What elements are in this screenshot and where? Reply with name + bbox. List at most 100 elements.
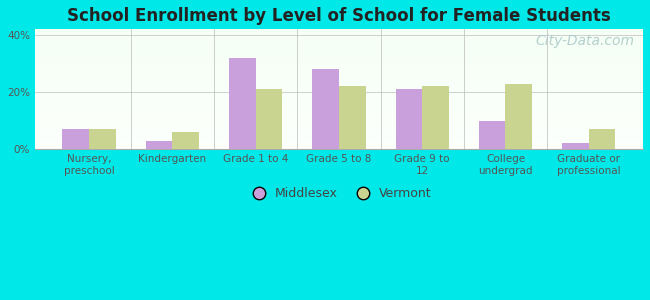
Bar <box>35 78 643 79</box>
Bar <box>35 72 643 73</box>
Bar <box>35 130 643 131</box>
Bar <box>35 34 643 35</box>
Bar <box>35 43 643 44</box>
Bar <box>35 56 643 57</box>
Bar <box>89 129 116 149</box>
Bar <box>35 118 643 119</box>
Bar <box>35 52 643 53</box>
Bar <box>229 58 255 149</box>
Bar <box>35 59 643 60</box>
Bar <box>35 107 643 108</box>
Bar <box>35 65 643 66</box>
Bar <box>146 141 172 149</box>
Bar <box>396 89 422 149</box>
Bar <box>35 30 643 31</box>
Bar <box>35 68 643 69</box>
Bar <box>35 105 643 106</box>
Bar <box>35 121 643 122</box>
Bar <box>35 63 643 64</box>
Bar <box>562 143 589 149</box>
Bar <box>35 113 643 114</box>
Bar <box>35 92 643 93</box>
Bar <box>339 86 365 149</box>
Bar <box>35 84 643 85</box>
Bar <box>35 67 643 68</box>
Bar <box>35 81 643 82</box>
Bar <box>35 142 643 143</box>
Bar <box>35 62 643 63</box>
Bar <box>35 74 643 75</box>
Bar <box>35 55 643 56</box>
Bar <box>35 61 643 62</box>
Bar <box>35 101 643 102</box>
Bar <box>35 94 643 95</box>
Bar <box>35 138 643 139</box>
Bar <box>35 97 643 98</box>
Bar <box>35 54 643 55</box>
Bar <box>35 57 643 58</box>
Bar <box>35 90 643 91</box>
Bar <box>255 89 282 149</box>
Bar <box>35 45 643 46</box>
Bar <box>35 79 643 80</box>
Bar <box>35 123 643 124</box>
Bar <box>35 47 643 48</box>
Bar <box>35 116 643 117</box>
Bar <box>35 40 643 41</box>
Bar <box>172 132 199 149</box>
Bar <box>35 82 643 83</box>
Bar <box>35 29 643 30</box>
Bar <box>35 85 643 86</box>
Bar <box>35 136 643 137</box>
Bar <box>35 141 643 142</box>
Bar <box>35 145 643 146</box>
Bar <box>35 96 643 97</box>
Bar <box>35 119 643 120</box>
Bar <box>35 120 643 121</box>
Bar <box>35 70 643 71</box>
Bar <box>35 131 643 132</box>
Bar <box>35 37 643 38</box>
Bar <box>589 129 616 149</box>
Bar <box>35 137 643 138</box>
Bar <box>35 64 643 65</box>
Bar <box>35 104 643 105</box>
Bar <box>35 115 643 116</box>
Bar <box>35 35 643 36</box>
Bar <box>35 103 643 104</box>
Bar <box>35 76 643 77</box>
Bar <box>35 117 643 118</box>
Bar <box>35 66 643 67</box>
Bar <box>35 32 643 33</box>
Bar <box>35 134 643 135</box>
Bar <box>35 42 643 43</box>
Bar <box>35 36 643 37</box>
Bar <box>35 111 643 112</box>
Bar <box>35 39 643 40</box>
Bar <box>35 133 643 134</box>
Bar <box>35 50 643 51</box>
Bar <box>35 140 643 141</box>
Bar <box>35 88 643 89</box>
Bar <box>35 102 643 103</box>
Bar <box>312 69 339 149</box>
Bar <box>35 100 643 101</box>
Bar <box>35 135 643 136</box>
Bar <box>35 69 643 70</box>
Bar <box>35 129 643 130</box>
Bar <box>35 75 643 76</box>
Bar <box>35 38 643 39</box>
Bar <box>35 98 643 99</box>
Bar <box>35 143 643 144</box>
Bar <box>506 83 532 149</box>
Bar <box>35 49 643 50</box>
Bar <box>35 60 643 61</box>
Bar <box>35 86 643 87</box>
Legend: Middlesex, Vermont: Middlesex, Vermont <box>241 182 437 205</box>
Bar <box>35 139 643 140</box>
Bar <box>62 129 89 149</box>
Bar <box>35 93 643 94</box>
Bar <box>479 121 506 149</box>
Bar <box>35 124 643 125</box>
Bar <box>35 77 643 78</box>
